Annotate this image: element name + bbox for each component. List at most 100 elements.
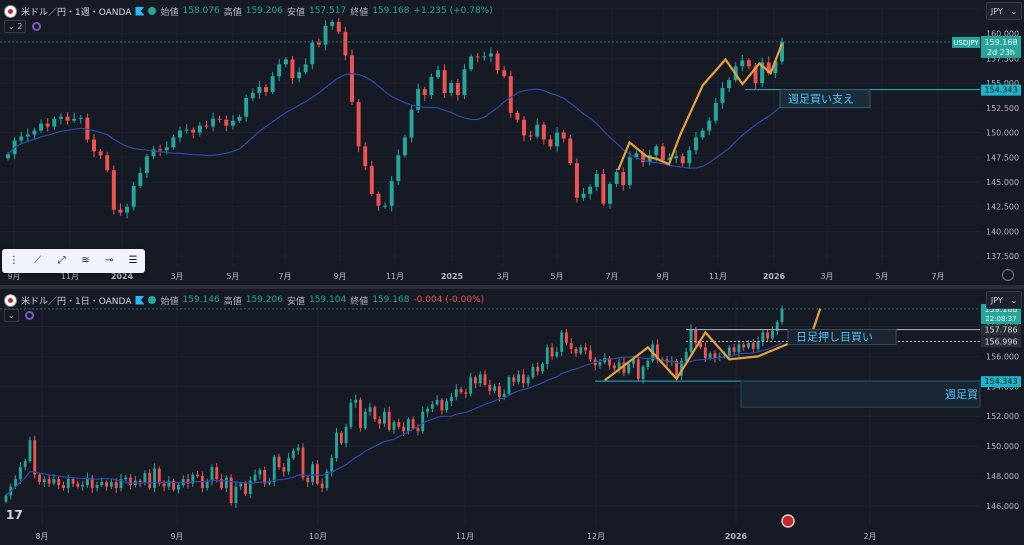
- candle-body: [569, 342, 573, 349]
- candle-body: [125, 206, 130, 213]
- close-value: 159.168: [372, 6, 410, 16]
- candle-body: [264, 87, 268, 93]
- candle-body: [373, 407, 377, 420]
- support-price-badge: [981, 84, 1021, 96]
- daily-candlestick-chart[interactable]: 158.000156.000154.000152.000150.000148.0…: [0, 289, 1024, 545]
- candle-body: [224, 477, 228, 489]
- candle-body: [667, 158, 672, 161]
- candle-body: [124, 477, 128, 480]
- daily-symbol-title[interactable]: 米ドル／円・1日・OANDA: [21, 296, 132, 307]
- weekly-trend-zigzag: [617, 43, 784, 171]
- candle-body: [449, 83, 454, 94]
- candle-body: [508, 76, 513, 113]
- candle-body: [588, 350, 592, 360]
- candle-body: [196, 474, 200, 477]
- time-tick-label: 7月: [278, 272, 291, 281]
- candle-body: [277, 64, 282, 77]
- ray-icon[interactable]: ⤢: [57, 255, 66, 266]
- time-tick-label: 5月: [550, 272, 563, 281]
- candle-body: [396, 155, 401, 181]
- candle-body: [258, 470, 262, 475]
- candle-body: [392, 422, 396, 430]
- candle-body: [450, 396, 453, 402]
- candle-body: [454, 389, 458, 397]
- candle-body: [495, 53, 500, 71]
- candle-body: [760, 62, 765, 84]
- low-value: 159.104: [308, 295, 347, 305]
- open-label: 始値: [160, 7, 179, 18]
- candle-body: [129, 477, 132, 486]
- candle-body: [72, 118, 77, 121]
- daily-chart-pane[interactable]: 158.000156.000154.000152.000150.000148.0…: [0, 289, 1024, 545]
- parallel-channel-icon[interactable]: ☰: [128, 255, 138, 266]
- symbol-badge: [952, 36, 980, 48]
- candle-body: [426, 408, 429, 412]
- indicator-collapse-button[interactable]: ⌄: [4, 309, 19, 322]
- currency-selector[interactable]: JPY ⌄: [986, 291, 1022, 309]
- candle-body: [191, 474, 195, 484]
- candle-body: [330, 458, 334, 472]
- time-axis-settings-icon[interactable]: [1002, 269, 1014, 281]
- trend-line-icon[interactable]: ⟋: [34, 255, 42, 266]
- candle-body: [310, 42, 315, 65]
- candle-body: [45, 123, 50, 127]
- currency-selector[interactable]: JPY ⌄: [986, 2, 1022, 20]
- weekly-chart-pane[interactable]: 162.500160.000157.500155.000152.500150.0…: [0, 0, 1024, 285]
- candle-body: [581, 193, 586, 198]
- indicator-settings-icon[interactable]: [32, 22, 42, 31]
- market-status-icon: [148, 7, 157, 15]
- fib-icon[interactable]: ≋: [81, 255, 90, 266]
- moving-average-line: [7, 72, 783, 169]
- weekly-candlestick-chart[interactable]: 162.500160.000157.500155.000152.500150.0…: [0, 0, 1024, 285]
- time-tick-label: 9月: [170, 532, 183, 541]
- candle-body: [229, 477, 233, 504]
- time-tick-label: 7月: [605, 272, 618, 281]
- candle-body: [612, 365, 616, 369]
- candle-body: [773, 61, 778, 74]
- candle-body: [138, 480, 142, 483]
- price-tick-label: 142.500: [986, 203, 1019, 212]
- open-label: 始値: [160, 296, 179, 307]
- weekly-support-box: [779, 89, 871, 109]
- candle-body: [184, 129, 189, 131]
- candle-body: [191, 129, 196, 133]
- candle-body: [531, 366, 535, 378]
- time-tick-label: 11月: [456, 532, 474, 541]
- change-value: -0.004 (-0.00%): [413, 295, 485, 305]
- time-tick-label: 3月: [496, 272, 509, 281]
- candle-body: [52, 118, 57, 127]
- last-price-badge: [981, 35, 1021, 58]
- time-tick-label: 5月: [875, 272, 888, 281]
- drawing-toolbar[interactable]: ⋮ ⟋ ⤢ ≋ ⊸ ☰: [2, 249, 145, 273]
- candle-body: [720, 88, 725, 103]
- horizontal-ray-icon[interactable]: ⊸: [105, 255, 114, 266]
- chevron-down-icon: ⌄: [1010, 295, 1018, 305]
- price-tick-label: 146.000: [986, 502, 1019, 511]
- candle-body: [507, 377, 511, 394]
- candle-body: [109, 482, 113, 487]
- market-flag-icon: [135, 295, 145, 305]
- time-tick-label: 12月: [587, 532, 605, 541]
- price-tick-label: 147.500: [986, 153, 1019, 162]
- candle-body: [268, 482, 271, 484]
- candle-body: [561, 132, 566, 139]
- candle-body: [483, 374, 487, 385]
- time-tick-label: 11月: [61, 272, 79, 281]
- pane-separator[interactable]: [0, 285, 1024, 289]
- tradingview-logo[interactable]: 17: [6, 508, 23, 522]
- indicator-collapse-button[interactable]: ⌄ 2: [4, 20, 27, 33]
- candle-body: [469, 56, 474, 70]
- candle-body: [98, 151, 103, 156]
- open-value: 159.146: [182, 295, 220, 305]
- drag-handle-icon[interactable]: ⋮: [8, 255, 19, 266]
- candle-body: [164, 147, 169, 151]
- open-value: 158.076: [182, 6, 220, 16]
- candle-body: [469, 377, 473, 394]
- candle-body: [746, 60, 751, 67]
- time-tick-label: 2026: [725, 532, 748, 541]
- candle-body: [622, 362, 626, 373]
- weekly-symbol-title[interactable]: 米ドル／円・1週・OANDA: [21, 7, 132, 18]
- indicator-settings-icon[interactable]: [24, 311, 34, 320]
- candle-body: [325, 471, 329, 489]
- time-tick-label: 2024: [111, 272, 134, 281]
